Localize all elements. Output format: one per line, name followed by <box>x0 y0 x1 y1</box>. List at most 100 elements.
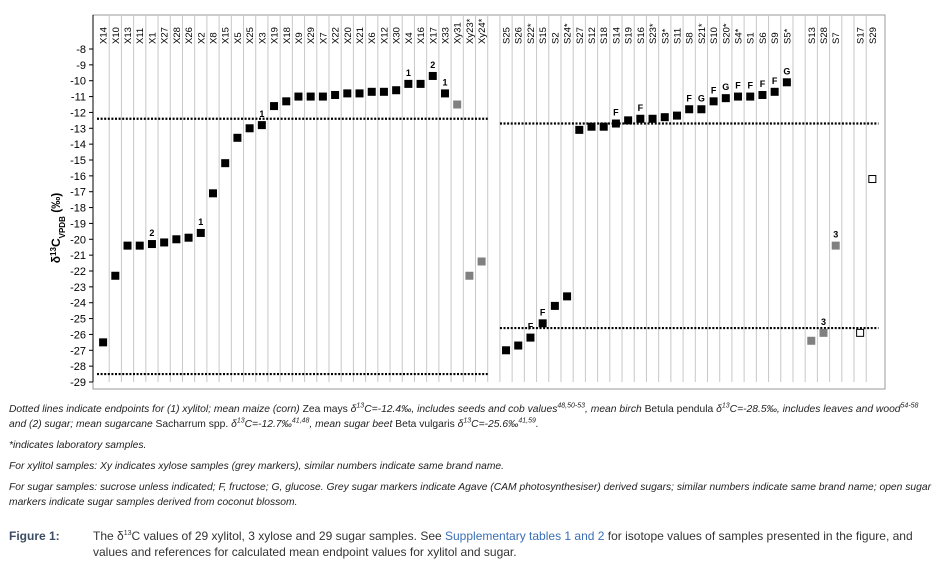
marker <box>440 89 449 98</box>
y-tick-label: -14 <box>70 139 86 151</box>
x-tick-label: X12 <box>379 27 390 44</box>
note: For sugar samples: sucrose unless indica… <box>9 480 937 510</box>
marker <box>526 333 535 342</box>
marker <box>99 338 108 347</box>
marker <box>575 125 584 134</box>
x-tick-label: X21 <box>355 27 366 44</box>
y-tick-label: -15 <box>70 155 86 167</box>
marker <box>282 97 291 106</box>
marker <box>514 341 523 350</box>
marker <box>697 105 706 114</box>
y-tick-label: -8 <box>76 44 86 56</box>
text-segment: C values of 29 xylitol, 3 xylose and 29 … <box>131 529 445 543</box>
text-segment: δ <box>454 419 464 430</box>
y-tick-label: -25 <box>70 314 86 326</box>
y-tick-label: -29 <box>70 377 86 389</box>
x-tick-label: S23* <box>648 23 659 44</box>
marker <box>502 346 511 355</box>
x-tick-label: X7 <box>318 32 329 44</box>
point-label: F <box>528 322 534 332</box>
marker <box>868 175 877 184</box>
x-tick-label: X20 <box>343 27 354 44</box>
marker <box>587 122 596 131</box>
text-segment: The δ <box>93 529 124 543</box>
y-tick-label: -12 <box>70 107 86 119</box>
x-tick-label: S25 <box>502 27 513 44</box>
marker <box>392 86 401 95</box>
point-label: G <box>783 66 790 76</box>
marker <box>233 133 242 142</box>
text-segment: For xylitol samples: Xy indicates xylose… <box>9 461 504 472</box>
marker <box>257 121 266 130</box>
x-tick-label: S5* <box>782 28 793 44</box>
text-segment: For sugar samples: sucrose unless indica… <box>9 482 931 508</box>
y-tick-label: -28 <box>70 361 86 373</box>
x-tick-label: X9 <box>294 32 305 44</box>
marker <box>660 113 669 122</box>
x-tick-label: X1 <box>147 32 158 44</box>
point-label: 1 <box>442 77 447 87</box>
point-label: 3 <box>833 230 838 240</box>
x-tick-label: S19 <box>624 27 635 44</box>
marker <box>831 241 840 250</box>
note: For xylitol samples: Xy indicates xylose… <box>9 459 937 474</box>
notes: Dotted lines indicate endpoints for (1) … <box>9 402 937 516</box>
x-tick-label: X30 <box>392 27 403 44</box>
text-segment: , mean birch <box>585 404 645 415</box>
x-tick-label: X28 <box>172 27 183 44</box>
text-segment: C=-12.7‰ <box>244 419 292 430</box>
x-tick-label: S20* <box>721 23 732 44</box>
marker <box>172 235 181 244</box>
text-segment: Dotted lines indicate endpoints for (1) … <box>9 404 303 415</box>
marker <box>428 71 437 80</box>
y-tick-label: -18 <box>70 203 86 215</box>
marker <box>160 238 169 247</box>
marker <box>550 301 559 310</box>
x-tick-label: X4 <box>404 32 415 44</box>
marker <box>318 92 327 101</box>
marker <box>343 89 352 98</box>
marker <box>624 116 633 125</box>
text-segment: *indicates laboratory samples. <box>9 440 147 451</box>
x-tick-label: X26 <box>184 27 195 44</box>
marker <box>611 119 620 128</box>
x-tick-label: Xy23* <box>465 18 476 44</box>
x-tick-label: X29 <box>306 27 317 44</box>
y-tick-label: -27 <box>70 345 86 357</box>
marker <box>856 328 865 337</box>
x-tick-label: Xy24* <box>477 18 488 44</box>
x-tick-label: X14 <box>99 27 110 44</box>
point-label: G <box>722 82 729 92</box>
x-tick-label: X19 <box>270 27 281 44</box>
y-tick-label: -20 <box>70 234 86 246</box>
link[interactable]: Supplementary tables 1 and 2 <box>445 529 605 543</box>
x-tick-label: S11 <box>672 28 683 44</box>
text-segment: 54-58 <box>900 402 919 410</box>
text-segment: C=-12.4‰, includes seeds and cob values <box>364 404 558 415</box>
point-label: 2 <box>430 60 435 70</box>
x-tick-label: X16 <box>416 27 427 44</box>
y-tick-label: -19 <box>70 218 86 230</box>
x-tick-label: X3 <box>257 32 268 44</box>
marker <box>184 233 193 242</box>
marker <box>477 257 486 266</box>
x-tick-label: S18 <box>599 27 610 44</box>
point-label: F <box>638 103 644 113</box>
x-tick-label: S17 <box>856 27 867 44</box>
marker <box>648 114 657 123</box>
text-segment: 41,48 <box>291 417 310 425</box>
x-tick-label: X11 <box>135 28 146 44</box>
point-label: F <box>760 79 766 89</box>
text-segment: δ <box>713 404 722 415</box>
x-tick-label: S13 <box>807 27 818 44</box>
marker <box>685 105 694 114</box>
marker <box>379 87 388 96</box>
point-label: 1 <box>198 217 203 227</box>
marker <box>196 228 205 237</box>
x-tick-label: X8 <box>208 32 219 44</box>
marker <box>709 97 718 106</box>
marker <box>770 87 779 96</box>
x-tick-label: X5 <box>233 32 244 44</box>
x-tick-label: S1 <box>746 32 757 44</box>
marker <box>599 122 608 131</box>
